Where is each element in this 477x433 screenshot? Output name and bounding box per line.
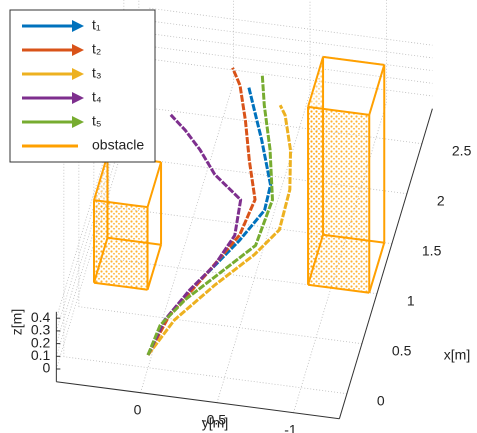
grid-line xyxy=(108,206,392,245)
legend-label: obstacle xyxy=(92,137,144,153)
y-axis-label: y[m] xyxy=(202,415,228,431)
legend-label: t₅ xyxy=(92,113,102,129)
obstacle-edge xyxy=(107,236,162,246)
z-tick-label: 0.4 xyxy=(31,309,51,325)
grid-line xyxy=(149,58,433,97)
legend-arrow xyxy=(72,20,84,32)
y-tick-label: -1 xyxy=(284,421,297,433)
obstacle-edge xyxy=(368,242,386,293)
legend-arrow xyxy=(72,92,84,104)
obstacle-edge xyxy=(322,55,385,66)
legend: t₁ t₂ t₃ t₄ t₅ obstacle xyxy=(9,9,156,163)
grid: 00.511.522.50-0.5-100.10.20.30.4 xyxy=(31,0,472,433)
grid-line xyxy=(123,156,407,195)
z-axis-label: z[m] xyxy=(9,309,25,335)
obstacle xyxy=(93,154,163,291)
obstacle-edge xyxy=(93,154,109,201)
obstacle-edge xyxy=(368,64,386,116)
legend-label: t₃ xyxy=(92,65,102,81)
obstacle-edge xyxy=(146,244,163,290)
trajectory xyxy=(146,104,293,356)
trajectory xyxy=(146,113,243,356)
z-tick-label: 0.3 xyxy=(31,322,51,338)
grid-line xyxy=(78,306,362,345)
obstacle-edge xyxy=(93,237,109,283)
obstacle-edge xyxy=(307,234,325,285)
trajectory xyxy=(146,87,273,356)
x-tick-label: 2 xyxy=(437,192,445,208)
obstacle-points xyxy=(94,155,108,283)
grid-line xyxy=(138,106,422,145)
y-tick-label: -0.5 xyxy=(202,411,226,427)
y-tick-label: 0 xyxy=(134,401,142,417)
x-axis-label: x[m] xyxy=(444,347,470,363)
obstacle-edge xyxy=(93,281,148,291)
z-tick-label: 0.1 xyxy=(31,347,51,363)
grid-line xyxy=(149,7,433,46)
z-tick-label: 0 xyxy=(43,360,51,376)
z-tick-label: 0.2 xyxy=(31,334,51,350)
grid-line xyxy=(63,356,347,395)
x-tick-label: 1.5 xyxy=(422,242,442,258)
obstacle-points xyxy=(308,56,324,285)
y-axis xyxy=(56,381,340,420)
legend-arrow xyxy=(72,116,84,128)
obstacle xyxy=(307,55,386,294)
plot-area xyxy=(93,55,386,356)
grid-line xyxy=(149,20,433,59)
obstacle-edge xyxy=(307,283,370,294)
obstacle-edge xyxy=(307,56,325,108)
x-tick-label: 0 xyxy=(377,392,385,408)
legend-label: t₁ xyxy=(92,17,101,33)
x-tick-label: 0.5 xyxy=(392,342,412,358)
obstacle-edge xyxy=(307,105,370,116)
grid-line xyxy=(149,33,433,71)
obstacle-edge xyxy=(93,199,148,209)
obstacle-edge xyxy=(146,161,163,208)
x-tick-label: 2.5 xyxy=(452,142,472,158)
legend-label: t₂ xyxy=(92,41,101,57)
x-axis xyxy=(338,108,433,419)
legend-label: t₄ xyxy=(92,89,102,105)
legend-arrow xyxy=(72,68,84,80)
x-tick-label: 1 xyxy=(407,292,415,308)
legend-box xyxy=(9,9,156,163)
obstacle-edge xyxy=(322,233,385,244)
legend-arrow xyxy=(72,44,84,56)
trajectory xyxy=(146,74,274,356)
